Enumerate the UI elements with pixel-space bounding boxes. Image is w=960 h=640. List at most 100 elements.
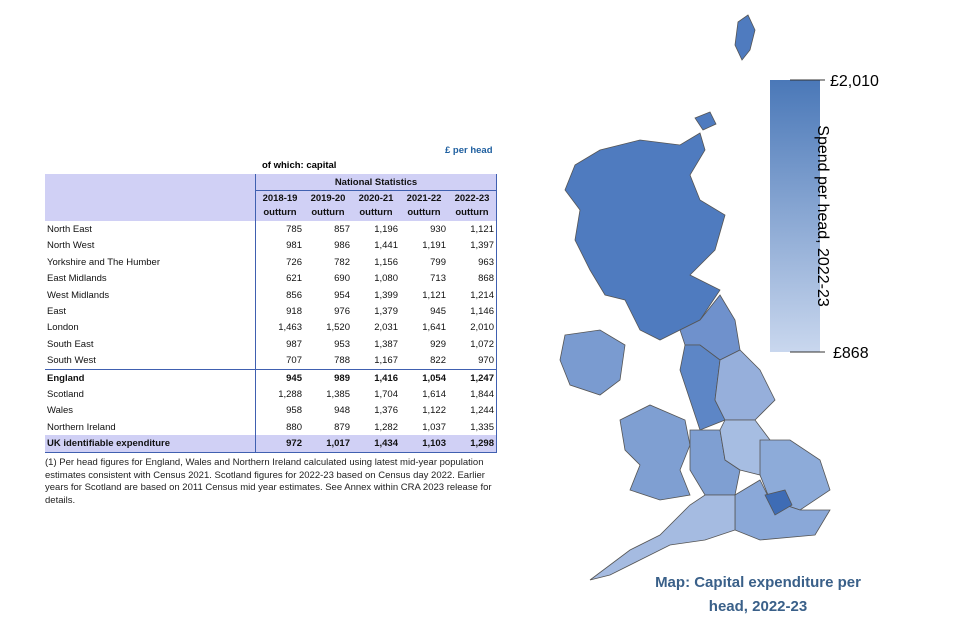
cell: 963: [448, 254, 497, 271]
map-regions: [559, 14, 831, 581]
cell: 621: [255, 270, 304, 287]
cell: 954: [334, 289, 350, 301]
legend-max: £2,010: [830, 73, 879, 90]
row-label: South West: [47, 355, 96, 367]
column-label: outturn: [359, 207, 393, 219]
west-midlands: [689, 429, 741, 496]
cell: 713: [430, 273, 446, 285]
cell: 1,379: [374, 306, 398, 318]
row-label: East Midlands: [47, 273, 107, 285]
orkney: [694, 111, 717, 131]
column-header: 2019-20 outturn: [304, 190, 352, 222]
row-label: East: [47, 306, 67, 318]
table-row: North East 785 857 1,196 930 1,121: [45, 221, 497, 238]
cell: 1,017: [304, 435, 352, 453]
cell: 1,641: [422, 322, 446, 334]
row-label: Yorkshire and The Humber: [47, 256, 161, 268]
cell: 1,121: [448, 221, 497, 238]
cell: 1,156: [374, 256, 398, 268]
column-year: 2021-22: [406, 193, 442, 205]
cell: 1,704: [374, 388, 398, 400]
legend-min: £868: [833, 345, 869, 362]
cell: 1,121: [422, 289, 446, 301]
data-table: National Statistics 2018-19 outturn 2019-20…: [45, 174, 497, 453]
column-year: 2022-23: [454, 193, 490, 205]
cell: 1,196: [374, 224, 398, 236]
table-row: South East 987 953 1,387 929 1,072: [45, 336, 497, 353]
column-header: 2021-22 outturn: [400, 190, 448, 222]
cell: 1,397: [448, 237, 497, 255]
cell: 930: [430, 224, 446, 236]
cell: 1,054: [400, 368, 448, 387]
cell: 782: [334, 256, 350, 268]
cell: 822: [430, 355, 446, 367]
cell: 948: [334, 405, 350, 417]
column-year: 2018-19: [262, 193, 298, 205]
cell: 945: [255, 368, 304, 387]
shetland: [734, 14, 756, 61]
row-label: Northern Ireland: [47, 421, 116, 433]
cell: 981: [255, 237, 304, 255]
cell: 1,614: [422, 388, 446, 400]
cell: 1,214: [448, 286, 497, 304]
cell: 1,072: [448, 336, 497, 353]
legend-bar: [770, 80, 820, 352]
header-row: 2018-19 outturn 2019-20 outturn 2020-21 outtu…: [45, 190, 497, 222]
footnote: (1) Per head figures for England, Wales …: [45, 457, 492, 506]
north-east: [679, 294, 741, 361]
cell: 1,146: [448, 303, 497, 320]
scotland: [564, 132, 726, 341]
caption: of which: capital: [262, 160, 337, 171]
cell: 918: [255, 303, 304, 320]
yorkshire: [714, 349, 776, 421]
cell: 1,520: [326, 322, 350, 334]
cell: 799: [430, 256, 446, 268]
south-west: [589, 494, 736, 581]
cell: 972: [255, 435, 304, 453]
north-west: [679, 344, 726, 431]
cell: 1,463: [255, 319, 304, 337]
cell: 857: [334, 224, 350, 236]
cell: 1,441: [374, 240, 398, 252]
cell: 707: [255, 352, 304, 370]
column-label: outturn: [263, 207, 297, 219]
cell: 989: [304, 368, 352, 387]
map-title: head, 2022-23: [709, 598, 807, 615]
cell: 1,037: [422, 421, 446, 433]
london: [764, 489, 793, 516]
table-row: East 918 976 1,379 945 1,146: [45, 303, 497, 320]
cell: 1,298: [448, 435, 497, 453]
table-row: East Midlands 621 690 1,080 713 868: [45, 270, 497, 287]
column-label: outturn: [311, 207, 345, 219]
cell: 1,191: [422, 240, 446, 252]
cell: 1,844: [448, 386, 497, 403]
row-label: London: [47, 322, 79, 334]
cell: 1,385: [326, 388, 350, 400]
east: [759, 439, 831, 511]
unit-note: £ per head: [445, 145, 493, 156]
legend-title: Spend per head, 2022-23: [814, 125, 831, 307]
row-label: UK identifiable expenditure: [45, 435, 256, 453]
cell: 987: [255, 336, 304, 353]
map-title: Map: Capital expenditure per: [655, 574, 861, 591]
table-row: Yorkshire and The Humber 726 782 1,156 799 96…: [45, 254, 497, 271]
cell: 856: [255, 286, 304, 304]
cell: 986: [334, 240, 350, 252]
cell: 879: [334, 421, 350, 433]
cell: 1,416: [352, 368, 400, 387]
cell: 2,010: [448, 319, 497, 337]
group-header: National Statistics: [255, 174, 497, 192]
cell: 1,288: [255, 386, 304, 403]
wales: [619, 404, 691, 501]
row-label: West Midlands: [47, 289, 110, 301]
table-row: UK identifiable expenditure 972 1,017 1,434…: [45, 435, 497, 453]
cell: 953: [334, 338, 350, 350]
cell: 1,387: [374, 338, 398, 350]
cell: 1,282: [374, 421, 398, 433]
cell: 788: [334, 355, 350, 367]
cell: 929: [430, 338, 446, 350]
column-label: outturn: [455, 207, 489, 219]
table-row: Scotland 1,288 1,385 1,704 1,614 1,844: [45, 386, 497, 403]
row-label: South East: [47, 338, 94, 350]
cell: 1,122: [422, 405, 446, 417]
